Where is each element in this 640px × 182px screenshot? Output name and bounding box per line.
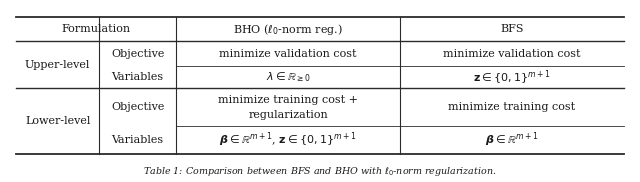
Text: Lower-level: Lower-level: [25, 116, 90, 126]
Text: minimize training cost: minimize training cost: [449, 102, 575, 112]
Text: Variables: Variables: [111, 72, 164, 82]
Text: $\boldsymbol{\beta} \in \mathbb{R}^{m+1}$: $\boldsymbol{\beta} \in \mathbb{R}^{m+1}…: [485, 131, 539, 149]
Text: Formulation: Formulation: [61, 24, 131, 34]
Text: $\mathbf{z} \in \{0,1\}^{m+1}$: $\mathbf{z} \in \{0,1\}^{m+1}$: [473, 68, 551, 87]
Text: minimize training cost +
regularization: minimize training cost + regularization: [218, 95, 358, 120]
Text: $\lambda \in \mathbb{R}_{\geq 0}$: $\lambda \in \mathbb{R}_{\geq 0}$: [266, 70, 310, 84]
Text: Variables: Variables: [111, 135, 164, 145]
Text: minimize validation cost: minimize validation cost: [444, 49, 580, 59]
Text: BHO ($\ell_0$-norm reg.): BHO ($\ell_0$-norm reg.): [233, 22, 343, 37]
Text: $\boldsymbol{\beta} \in \mathbb{R}^{m+1}$, $\mathbf{z} \in \{0,1\}^{m+1}$: $\boldsymbol{\beta} \in \mathbb{R}^{m+1}…: [219, 131, 357, 149]
Text: Objective: Objective: [111, 102, 164, 112]
Text: Objective: Objective: [111, 49, 164, 59]
Text: minimize validation cost: minimize validation cost: [220, 49, 356, 59]
Text: Upper-level: Upper-level: [25, 60, 90, 70]
Text: BFS: BFS: [500, 24, 524, 34]
Text: Table 1: Comparison between BFS and BHO with $\ell_0$-norm regularization.: Table 1: Comparison between BFS and BHO …: [143, 165, 497, 178]
